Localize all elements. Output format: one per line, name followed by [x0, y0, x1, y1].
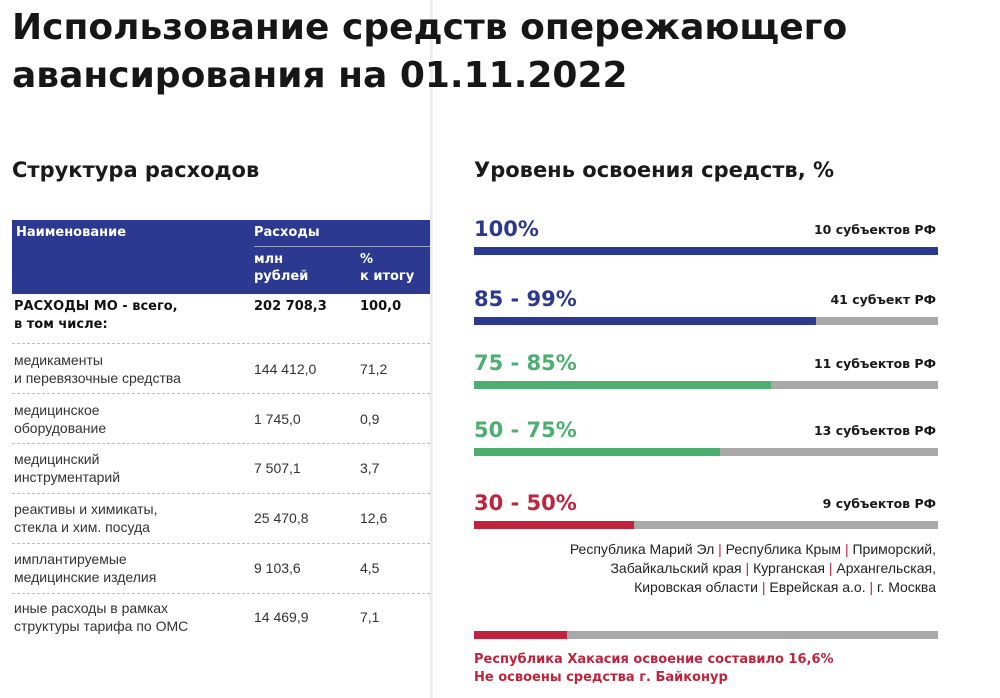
expense-structure-heading: Структура расходов — [12, 158, 260, 182]
column-divider — [430, 0, 433, 698]
region-separator: | — [745, 560, 750, 576]
row-name: иные расходы в рамках структуры тарифа п… — [14, 600, 189, 634]
row-value: 7 507,1 — [254, 460, 301, 476]
region-item: Приморский, — [852, 541, 936, 557]
table-row: медицинское оборудование 1 745,0 0,9 — [12, 394, 430, 444]
level-count: 11 субъектов РФ — [813, 356, 936, 371]
khakassia-progress-track — [474, 631, 938, 639]
level-75-85: 75 - 85% 11 субъектов РФ — [474, 350, 938, 410]
funds-usage-heading: Уровень освоения средств, % — [474, 158, 835, 182]
row-share: 4,5 — [360, 560, 380, 576]
region-separator: | — [844, 541, 849, 557]
header-divider — [254, 246, 430, 247]
table-row: реактивы и химикаты, стекла и хим. посуд… — [12, 494, 430, 544]
row-share: 100,0 — [360, 299, 402, 314]
row-value: 25 470,8 — [254, 510, 309, 526]
row-share: 12,6 — [360, 510, 388, 526]
region-item: Республика Марий Эл — [569, 541, 715, 557]
row-value: 9 103,6 — [254, 560, 301, 576]
column-header-expenses: Расходы — [254, 225, 320, 240]
region-separator: | — [828, 560, 833, 576]
row-name: медикаменты и перевязочные средства — [14, 352, 181, 386]
region-item: г. Москва — [877, 579, 936, 595]
region-item: Республика Крым — [725, 541, 842, 557]
progress-track — [474, 521, 938, 529]
regions-list: Республика Марий Эл | Республика Крым | … — [474, 540, 936, 597]
level-label: 75 - 85% — [474, 351, 577, 375]
row-name: реактивы и химикаты, стекла и хим. посуд… — [14, 501, 158, 535]
table-row: медицинский инструментарий 7 507,1 3,7 — [12, 444, 430, 494]
row-value: 202 708,3 — [254, 299, 327, 314]
region-item: Еврейская а.о. — [769, 579, 866, 595]
row-value: 144 412,0 — [254, 361, 317, 377]
region-item: Забайкальский края — [610, 560, 742, 576]
row-share: 0,9 — [360, 411, 380, 427]
row-value: 1 745,0 — [254, 411, 301, 427]
row-name: имплантируемые медицинские изделия — [14, 551, 157, 585]
khakassia-progress-fill — [474, 631, 567, 639]
row-name: медицинское оборудование — [14, 402, 107, 436]
level-label: 85 - 99% — [474, 287, 577, 311]
column-header-name: Наименование — [16, 225, 127, 240]
column-header-units: млн рублей — [254, 252, 309, 284]
region-separator: | — [718, 541, 722, 557]
row-share: 3,7 — [360, 460, 380, 476]
progress-fill — [474, 247, 938, 255]
table-row: медикаменты и перевязочные средства 144 … — [12, 344, 430, 394]
level-85-99: 85 - 99% 41 субъект РФ — [474, 286, 938, 346]
progress-track — [474, 381, 938, 389]
level-50-75: 50 - 75% 13 субъектов РФ — [474, 417, 938, 477]
progress-track — [474, 317, 938, 325]
table-row: имплантируемые медицинские изделия 9 103… — [12, 544, 430, 594]
level-30-50: 30 - 50% 9 субъектов РФ — [474, 490, 938, 550]
level-count: 9 субъектов РФ — [822, 496, 936, 511]
region-item: Кировская области — [634, 579, 758, 595]
region-item: Курганская — [753, 560, 825, 576]
progress-fill — [474, 317, 816, 325]
progress-track — [474, 448, 938, 456]
level-count: 10 субъектов РФ — [813, 222, 936, 237]
progress-fill — [474, 448, 720, 456]
khakassia-note: Республика Хакасия освоение составило 16… — [474, 652, 834, 667]
row-share: 71,2 — [360, 361, 388, 377]
baikonur-note: Не освоены средства г. Байконур — [474, 670, 728, 685]
table-row: иные расходы в рамках структуры тарифа п… — [12, 594, 430, 644]
level-count: 41 субъект РФ — [830, 292, 936, 307]
region-separator: | — [761, 579, 766, 595]
level-100: 100% 10 субъектов РФ — [474, 216, 938, 276]
page-title: Использование средств опережающего аванс… — [12, 7, 848, 96]
expense-table-header: Наименование Расходы млн рублей % к итог… — [12, 220, 430, 294]
row-name: медицинский инструментарий — [14, 451, 121, 485]
table-row-total: РАСХОДЫ МО - всего, в том числе: 202 708… — [12, 294, 430, 344]
level-count: 13 субъектов РФ — [813, 423, 936, 438]
row-name: РАСХОДЫ МО - всего, в том числе: — [14, 299, 178, 332]
level-label: 30 - 50% — [474, 491, 577, 515]
region-item: Архангельская, — [836, 560, 936, 576]
progress-fill — [474, 521, 635, 529]
progress-fill — [474, 381, 771, 389]
column-header-share: % к итогу — [360, 252, 415, 284]
region-separator: | — [869, 579, 874, 595]
progress-track — [474, 247, 938, 255]
row-share: 7,1 — [360, 609, 380, 625]
level-label: 100% — [474, 217, 539, 241]
level-label: 50 - 75% — [474, 418, 577, 442]
row-value: 14 469,9 — [254, 609, 309, 625]
